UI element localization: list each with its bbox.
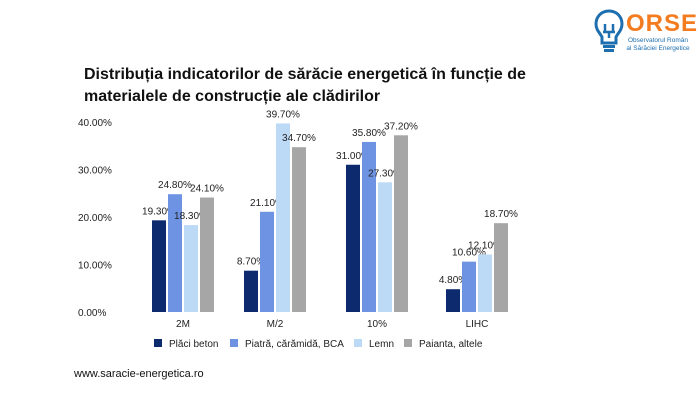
data-label: 4.80%: [439, 275, 467, 286]
legend-swatch: [404, 339, 412, 347]
data-label: 18.70%: [484, 209, 518, 220]
data-label: 21.10%: [250, 198, 284, 209]
logo-subtitle-line1: Observatorul Român: [628, 37, 688, 44]
legend-swatch: [154, 339, 162, 347]
legend-label: Plăci beton: [169, 339, 218, 350]
bar: [378, 182, 392, 312]
data-label: 35.80%: [352, 128, 386, 139]
bar: [168, 194, 182, 312]
y-tick-label: 20.00%: [78, 213, 112, 224]
y-tick-label: 10.00%: [78, 261, 112, 272]
x-tick-label: 2M: [176, 319, 190, 330]
bar: [362, 141, 376, 312]
data-label: 10.60%: [452, 248, 486, 259]
legend-swatch: [354, 339, 362, 347]
data-label: 12.10%: [468, 241, 502, 252]
bar: [292, 147, 306, 312]
data-label: 19.30%: [142, 206, 176, 217]
bar: [200, 197, 214, 312]
data-label: 18.30%: [174, 211, 208, 222]
data-label: 27.30%: [368, 168, 402, 179]
bar: [184, 225, 198, 312]
data-label: 31.00%: [336, 151, 370, 162]
bar: [394, 135, 408, 312]
chart-title: Distribuția indicatorilor de sărăcie ene…: [84, 66, 526, 105]
legend-label: Piatră, cărămidă, BCA: [245, 339, 344, 350]
x-tick-label: 10%: [367, 319, 387, 330]
footer-url[interactable]: www.saracie-energetica.ro: [74, 368, 204, 380]
data-label: 24.80%: [158, 180, 192, 191]
x-tick-label: M/2: [267, 319, 284, 330]
legend-label: Paianta, altele: [419, 339, 483, 350]
logo-subtitle-line2: al Sărăciei Energetice: [626, 44, 690, 52]
legend-swatch: [230, 339, 238, 347]
logo-subtitle: Observatorul Român al Sărăciei Energetic…: [622, 37, 694, 52]
y-tick-label: 30.00%: [78, 166, 112, 177]
lightbulb-plug-icon: [594, 9, 624, 52]
bar: [260, 211, 274, 312]
data-label: 34.70%: [282, 133, 316, 144]
bar: [494, 223, 508, 312]
x-tick-label: LIHC: [466, 319, 489, 330]
data-label: 37.20%: [384, 121, 418, 132]
bar: [276, 123, 290, 312]
bar: [478, 254, 492, 312]
bar: [446, 289, 460, 312]
data-label: 39.70%: [266, 109, 300, 120]
y-tick-label: 0.00%: [78, 308, 106, 319]
bar: [346, 164, 360, 312]
orse-logo: ORSE Observatorul Român al Sărăciei Ener…: [594, 6, 697, 58]
legend-label: Lemn: [369, 339, 394, 350]
y-tick-label: 40.00%: [78, 118, 112, 129]
data-label: 24.10%: [190, 184, 224, 195]
bar: [152, 220, 166, 312]
logo-wordmark: ORSE: [626, 10, 699, 37]
data-label: 8.70%: [237, 257, 265, 268]
bar: [244, 270, 258, 312]
bar: [462, 261, 476, 312]
